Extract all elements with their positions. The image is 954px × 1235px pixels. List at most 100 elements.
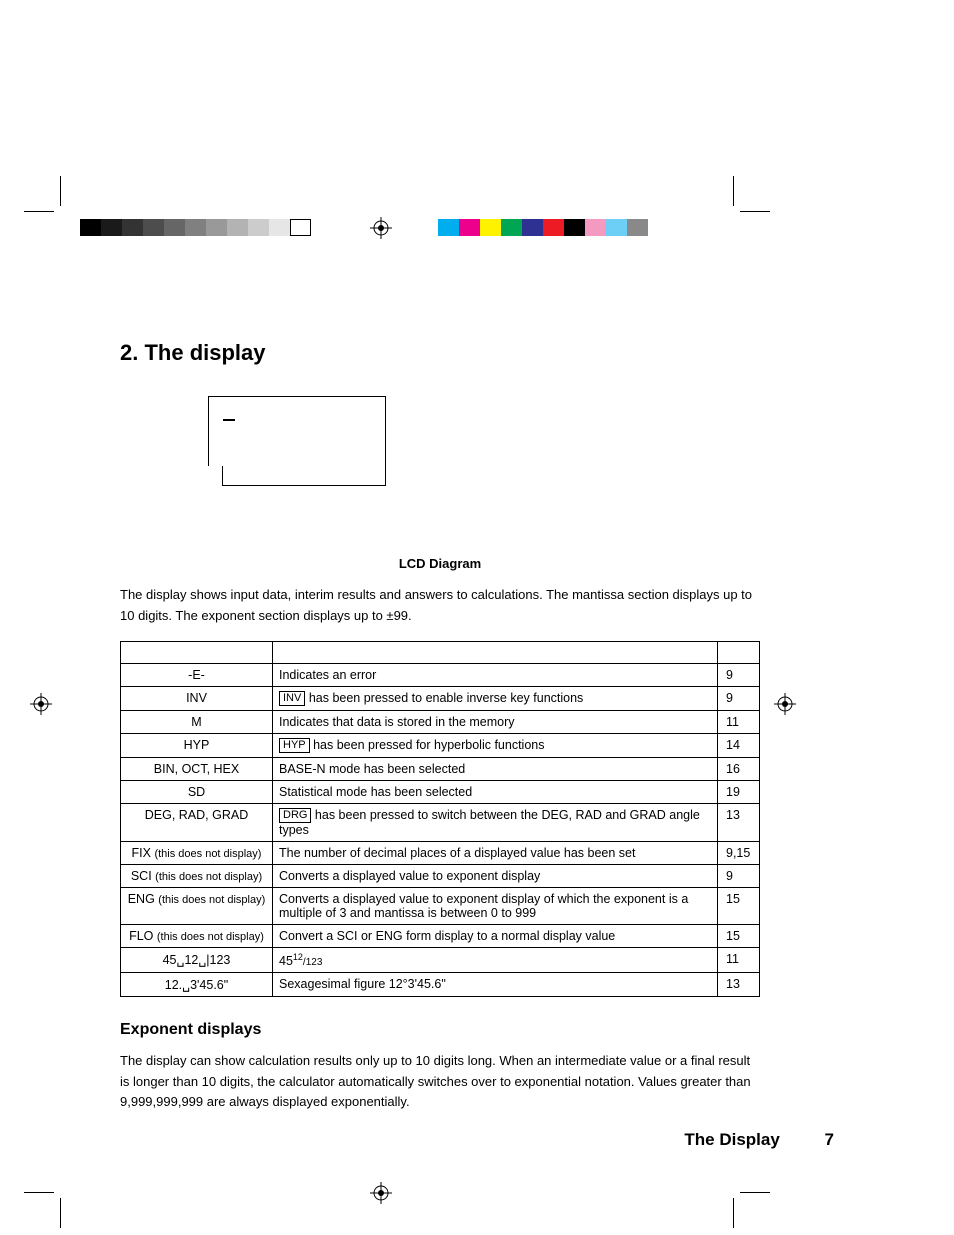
page-number: 7 [825,1130,834,1149]
meaning-cell: Sexagesimal figure 12°3'45.6" [273,972,718,996]
page-ref-cell: 9 [718,686,760,710]
gray-swatch [185,219,206,236]
page-ref-cell: 9,15 [718,841,760,864]
gray-swatch [143,219,164,236]
page-ref-cell: 11 [718,710,760,733]
page-ref-cell: 9 [718,663,760,686]
color-bar [438,219,648,236]
crop-mark [733,176,734,206]
crop-mark [24,1192,54,1193]
registration-mark-icon [774,693,796,715]
gray-swatch [227,219,248,236]
gray-swatch [269,219,290,236]
table-row: INVINV has been pressed to enable invers… [121,686,760,710]
page-ref-cell: 13 [718,803,760,841]
meaning-cell: DRG has been pressed to switch between t… [273,803,718,841]
table-row: BIN, OCT, HEXBASE-N mode has been select… [121,757,760,780]
meaning-cell: INV has been pressed to enable inverse k… [273,686,718,710]
gray-swatch [248,219,269,236]
meaning-cell: Converts a displayed value to exponent d… [273,887,718,924]
indicator-cell: SCI (this does not display) [121,864,273,887]
page-ref-cell: 15 [718,924,760,947]
indicator-cell: ENG (this does not display) [121,887,273,924]
indicator-cell: 45␣12␣|123 [121,947,273,972]
indicator-cell: BIN, OCT, HEX [121,757,273,780]
meaning-cell: Converts a displayed value to exponent d… [273,864,718,887]
page-ref-cell: 9 [718,864,760,887]
grayscale-bar [80,219,311,236]
keycap-icon: INV [279,691,305,706]
color-swatch [543,219,564,236]
crop-mark [60,176,61,206]
table-row: ENG (this does not display)Converts a di… [121,887,760,924]
meaning-cell: 4512/123 [273,947,718,972]
exponent-heading: Exponent displays [120,1021,760,1039]
page-ref-cell: 16 [718,757,760,780]
color-swatch [438,219,459,236]
table-row: SDStatistical mode has been selected19 [121,780,760,803]
indicator-cell: INV [121,686,273,710]
table-row: FLO (this does not display)Convert a SCI… [121,924,760,947]
meaning-cell: The number of decimal places of a displa… [273,841,718,864]
indicator-cell: DEG, RAD, GRAD [121,803,273,841]
meaning-cell: BASE-N mode has been selected [273,757,718,780]
keycap-icon: DRG [279,808,311,823]
lcd-caption: LCD Diagram [120,556,760,571]
color-swatch [585,219,606,236]
page-footer: The Display 7 [684,1130,834,1150]
gray-swatch [290,219,311,236]
registration-mark-icon [370,217,392,239]
meaning-cell: Indicates that data is stored in the mem… [273,710,718,733]
page-content: 2. The display LCD Diagram The display s… [120,340,760,1127]
color-swatch [564,219,585,236]
table-row: 12.␣3'45.6"Sexagesimal figure 12°3'45.6"… [121,972,760,996]
crop-mark [24,211,54,212]
indicator-cell: M [121,710,273,733]
page-ref-cell: 15 [718,887,760,924]
section-name: The display [144,340,265,365]
indicator-cell: -E- [121,663,273,686]
gray-swatch [80,219,101,236]
color-swatch [501,219,522,236]
registration-mark-icon [30,693,52,715]
gray-swatch [206,219,227,236]
table-row: -E-Indicates an error9 [121,663,760,686]
intro-text: The display shows input data, interim re… [120,585,760,627]
meaning-cell: Statistical mode has been selected [273,780,718,803]
footer-label: The Display [684,1130,779,1149]
exponent-body: The display can show calculation results… [120,1051,760,1113]
table-header-row [121,641,760,663]
section-number: 2. [120,340,138,365]
crop-mark [740,211,770,212]
table-row: 45␣12␣|1234512/12311 [121,947,760,972]
table-row: FIX (this does not display)The number of… [121,841,760,864]
color-swatch [459,219,480,236]
page-ref-cell: 11 [718,947,760,972]
color-swatch [606,219,627,236]
crop-mark [740,1192,770,1193]
section-title: 2. The display [120,340,760,366]
page-ref-cell: 13 [718,972,760,996]
lcd-diagram [208,396,386,486]
color-swatch [627,219,648,236]
indicator-cell: SD [121,780,273,803]
page-ref-cell: 19 [718,780,760,803]
meaning-cell: Indicates an error [273,663,718,686]
gray-swatch [101,219,122,236]
gray-swatch [122,219,143,236]
table-row: HYPHYP has been pressed for hyperbolic f… [121,733,760,757]
crop-mark [60,1198,61,1228]
table-row: MIndicates that data is stored in the me… [121,710,760,733]
meaning-cell: Convert a SCI or ENG form display to a n… [273,924,718,947]
keycap-icon: HYP [279,738,310,753]
page-ref-cell: 14 [718,733,760,757]
indicator-table: -E-Indicates an error9INVINV has been pr… [120,641,760,997]
indicator-cell: FIX (this does not display) [121,841,273,864]
color-swatch [480,219,501,236]
table-row: SCI (this does not display)Converts a di… [121,864,760,887]
gray-swatch [164,219,185,236]
color-swatch [522,219,543,236]
table-row: DEG, RAD, GRADDRG has been pressed to sw… [121,803,760,841]
meaning-cell: HYP has been pressed for hyperbolic func… [273,733,718,757]
indicator-cell: FLO (this does not display) [121,924,273,947]
